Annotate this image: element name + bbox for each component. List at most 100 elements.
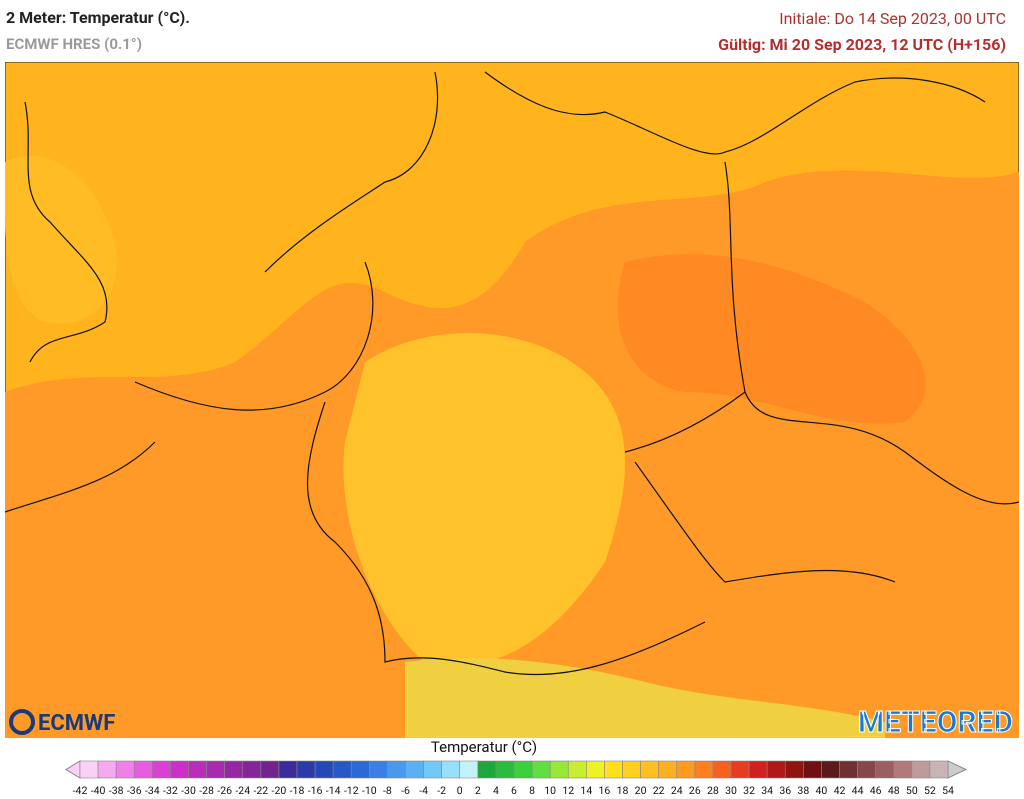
legend-cell [314, 760, 334, 779]
legend-tick-label: 6 [511, 784, 517, 797]
legend-cell [730, 760, 750, 779]
legend-tick-label: 38 [797, 784, 809, 797]
legend-cell [188, 760, 207, 779]
legend-cell [278, 760, 298, 779]
legend-tick-label: -32 [163, 784, 178, 797]
meteored-logo: METEORED [858, 705, 1013, 738]
legend-cell [97, 760, 117, 779]
legend-title: Temperatur (°C) [431, 738, 537, 756]
map: ECMWF METEORED [5, 62, 1019, 738]
legend-cell [405, 760, 424, 779]
legend-cell [875, 760, 895, 779]
legend-tick-label: 14 [580, 784, 592, 797]
legend-cell [676, 760, 696, 779]
legend-tick-label: -18 [290, 784, 305, 797]
legend-tick-label: 8 [529, 784, 535, 797]
legend-tick-label: 22 [653, 784, 665, 797]
legend-tick-label: 24 [671, 784, 683, 797]
legend-tick-label: 44 [852, 784, 864, 797]
legend-arrow-right [947, 760, 968, 779]
legend-tick-label: -36 [127, 784, 142, 797]
legend-cell [332, 760, 352, 779]
legend-tick-label: 16 [599, 784, 611, 797]
legend-cell [115, 760, 135, 779]
legend-cell [133, 760, 153, 779]
ecmwf-logo-text: ECMWF [38, 711, 115, 736]
legend-tick-label: -6 [401, 784, 410, 797]
legend-cell [531, 760, 551, 779]
ecmwf-logo: ECMWF [9, 709, 115, 736]
legend-cell [350, 760, 370, 779]
legend-cell [441, 760, 461, 779]
legend-tick-label: 4 [493, 784, 499, 797]
legend-tick-label: 46 [870, 784, 882, 797]
legend-cell [477, 760, 497, 779]
legend-tick-label: -2 [437, 784, 446, 797]
legend-tick-label: -38 [109, 784, 124, 797]
legend-cell [495, 760, 515, 779]
legend-tick-label: 40 [816, 784, 828, 797]
legend-cell [224, 760, 244, 779]
legend-tick-label: 0 [457, 784, 463, 797]
legend-tick-label: 30 [725, 784, 737, 797]
legend-cell [803, 760, 822, 779]
legend-cell [549, 760, 569, 779]
legend-cell [586, 760, 605, 779]
legend-tick-label: 20 [635, 784, 647, 797]
legend-tick-label: 50 [906, 784, 918, 797]
legend-tick-label: -22 [253, 784, 268, 797]
legend-cell [423, 760, 442, 779]
legend-tick-label: -28 [199, 784, 214, 797]
subtitle: ECMWF HRES (0.1°) [6, 35, 142, 53]
legend-cell [766, 760, 786, 779]
legend-tick-label: 2 [475, 784, 481, 797]
legend-tick-label: 18 [617, 784, 629, 797]
cool-area [343, 333, 625, 666]
legend-tick-label: 10 [544, 784, 556, 797]
legend-cell [513, 760, 533, 779]
legend-tick-label: -20 [272, 784, 287, 797]
legend-cell [839, 760, 858, 779]
legend-cell [911, 760, 931, 779]
legend-cell [369, 760, 388, 779]
legend-tick-label: -10 [362, 784, 377, 797]
legend-cell [152, 760, 171, 779]
legend-cell [459, 760, 479, 779]
legend-cell [604, 760, 623, 779]
legend-cell [640, 760, 659, 779]
legend-tick-label: 52 [924, 784, 936, 797]
legend-tick-label: -34 [145, 784, 160, 797]
valid-time: Gültig: Mi 20 Sep 2023, 12 UTC (H+156) [718, 35, 1006, 54]
legend-cell [694, 760, 714, 779]
legend-cell [658, 760, 678, 779]
legend-cell [170, 760, 189, 779]
legend-cell [206, 760, 225, 779]
legend-tick-label: -24 [235, 784, 250, 797]
title: 2 Meter: Temperatur (°C). [6, 8, 190, 27]
legend-cell [567, 760, 587, 779]
legend-tick-label: -4 [419, 784, 428, 797]
legend-tick-label: -40 [91, 784, 106, 797]
legend: Temperatur (°C) -42 -40 -38 -36 -34 -32 -30 -28… [65, 738, 968, 797]
legend-cell [387, 760, 406, 779]
legend-cell [929, 760, 949, 779]
legend-tick-label: 42 [834, 784, 846, 797]
legend-tick-label: -12 [344, 784, 359, 797]
legend-tick-label: 36 [779, 784, 791, 797]
legend-tick-label: -8 [383, 784, 392, 797]
legend-tick-label: 12 [562, 784, 574, 797]
legend-tick-label: -42 [73, 784, 88, 797]
legend-cell [893, 760, 913, 779]
legend-cell [857, 760, 876, 779]
borders [5, 71, 1019, 676]
legend-cell [784, 760, 804, 779]
legend-tick-label: -16 [308, 784, 323, 797]
legend-cell [821, 760, 840, 779]
legend-cell [712, 760, 732, 779]
legend-cell [748, 760, 768, 779]
alps [405, 658, 885, 738]
legend-cell [296, 760, 316, 779]
legend-cell [242, 760, 262, 779]
legend-tick-label: -30 [181, 784, 196, 797]
